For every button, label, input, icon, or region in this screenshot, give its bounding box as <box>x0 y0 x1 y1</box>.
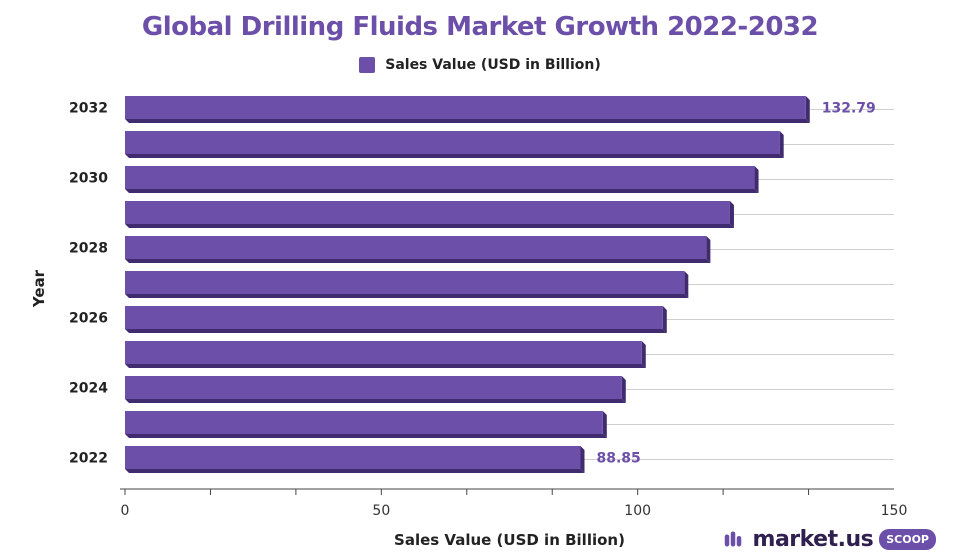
bar-shadow <box>125 119 810 123</box>
bar-shadow <box>125 364 646 368</box>
y-tick-label: 2032 <box>69 101 108 117</box>
logo-badge: SCOOP <box>879 528 936 550</box>
bar-shadow <box>125 469 585 473</box>
bar <box>125 166 755 189</box>
bar <box>125 201 730 224</box>
bar-side <box>805 96 810 123</box>
bar-side <box>754 166 759 193</box>
y-tick-label: 2030 <box>69 171 108 187</box>
legend-swatch <box>359 57 376 73</box>
bar-side <box>706 236 711 263</box>
bar-shadow <box>125 259 711 263</box>
x-axis-title: Sales Value (USD in Billion) <box>394 531 625 549</box>
bar-side <box>602 411 607 438</box>
bar-shadow <box>125 399 626 403</box>
legend: Sales Value (USD in Billion) <box>0 57 960 73</box>
bar <box>125 131 780 154</box>
bar-shadow <box>125 224 734 228</box>
bar <box>125 236 707 259</box>
bar-shadow <box>125 189 759 193</box>
bar-shadow <box>125 154 784 158</box>
brand-logo: market.us SCOOP <box>724 524 936 554</box>
y-tick-label: 2022 <box>69 451 108 467</box>
chart-title: Global Drilling Fluids Market Growth 202… <box>141 12 819 42</box>
bar-shadow <box>125 294 689 298</box>
data-label: 88.85 <box>597 451 641 467</box>
logo-text: market.us <box>752 526 874 552</box>
x-tick-label: 50 <box>372 503 390 519</box>
bar-side <box>779 131 784 158</box>
y-tick-label: 2026 <box>69 311 108 327</box>
bar <box>125 96 806 119</box>
y-axis-title: Year <box>30 269 48 308</box>
x-tick-label: 100 <box>624 503 651 519</box>
bar <box>125 341 642 364</box>
bar <box>125 376 622 399</box>
bar-side <box>621 376 626 403</box>
bar-side <box>662 306 667 333</box>
bar-shadow <box>125 434 607 438</box>
bar <box>125 411 603 434</box>
market-us-logo-icon <box>724 531 742 547</box>
y-tick-label: 2028 <box>69 241 108 257</box>
bar <box>125 306 663 329</box>
bar <box>125 271 685 294</box>
x-tick-label: 150 <box>881 503 908 519</box>
x-tick-label: 0 <box>121 503 130 519</box>
bar-side <box>684 271 689 298</box>
bar-side <box>580 446 585 473</box>
bar <box>125 446 581 469</box>
legend-label: Sales Value (USD in Billion) <box>385 57 601 73</box>
bar-shadow <box>125 329 667 333</box>
data-label: 132.79 <box>822 101 876 117</box>
y-tick-label: 2024 <box>69 381 108 397</box>
bar-side <box>641 341 646 368</box>
bar-side <box>729 201 734 228</box>
